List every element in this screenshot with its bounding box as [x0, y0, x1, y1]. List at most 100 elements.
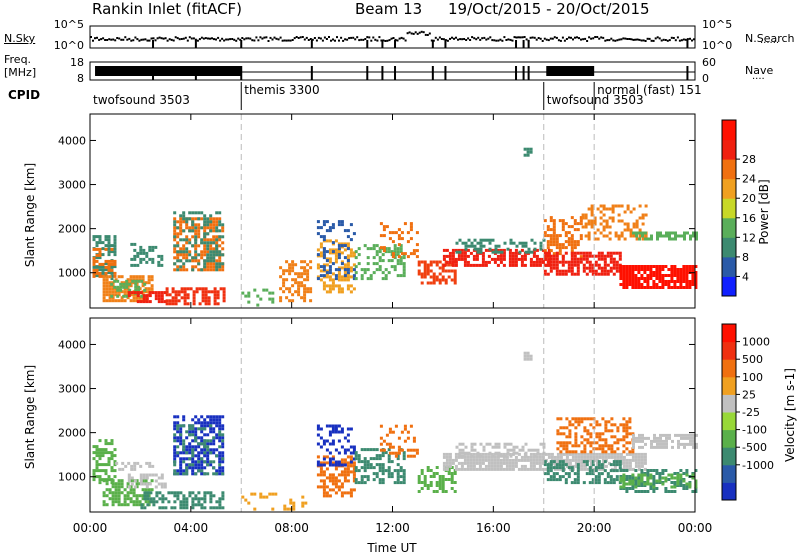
- power-cell: [297, 290, 301, 294]
- power-cell: [215, 238, 219, 242]
- velocity-cell: [221, 506, 225, 510]
- velocity-cell: [632, 436, 635, 440]
- power-cell: [602, 225, 606, 229]
- power-cell: [213, 296, 217, 300]
- velocity-cell: [679, 484, 683, 487]
- colorbar-swatch: [722, 412, 736, 431]
- power-cell: [306, 278, 310, 282]
- power-cell: [300, 272, 304, 276]
- velocity-cell: [158, 491, 162, 495]
- velocity-cell: [188, 442, 192, 446]
- power-cell: [490, 248, 494, 252]
- power-cell: [597, 251, 601, 255]
- power-cell: [297, 293, 301, 297]
- velocity-cell: [352, 451, 356, 455]
- velocity-cell: [565, 464, 569, 468]
- velocity-cell: [127, 476, 131, 480]
- nsky-point: [600, 36, 603, 39]
- velocity-cell: [417, 490, 421, 493]
- power-cell: [157, 294, 161, 298]
- power-cell: [626, 207, 630, 211]
- power-cell: [160, 257, 164, 261]
- velocity-cell: [484, 464, 488, 468]
- power-cell: [682, 268, 686, 271]
- power-cell: [325, 239, 329, 243]
- velocity-cell: [173, 506, 177, 510]
- power-cell: [573, 260, 577, 264]
- x-tick-label: 12:00: [375, 521, 410, 535]
- power-cell: [212, 217, 216, 221]
- power-cell: [105, 275, 109, 279]
- power-cell: [638, 216, 642, 220]
- nsky-point: [549, 37, 552, 40]
- power-cell: [609, 269, 613, 273]
- power-cell: [194, 259, 198, 263]
- velocity-cell: [565, 452, 569, 456]
- power-cell: [694, 280, 698, 283]
- power-cell: [346, 245, 350, 249]
- power-cell: [647, 237, 650, 241]
- nsky-point: [120, 38, 123, 41]
- power-cell: [309, 287, 313, 291]
- power-cell: [631, 271, 635, 274]
- power-cell: [328, 229, 332, 233]
- velocity-cell: [331, 430, 335, 434]
- power-cell: [423, 269, 427, 273]
- velocity-cell: [595, 458, 599, 462]
- power-cell: [388, 231, 392, 235]
- velocity-cell: [691, 476, 695, 480]
- velocity-cell: [406, 448, 410, 452]
- power-cell: [640, 277, 644, 280]
- power-cell: [113, 285, 117, 289]
- velocity-cell: [604, 464, 608, 468]
- velocity-cell: [191, 445, 195, 449]
- velocity-cell: [466, 458, 470, 462]
- nsky-point: [225, 38, 228, 41]
- y-tick-label: 2000: [58, 223, 86, 236]
- velocity-cell: [349, 458, 353, 462]
- power-cell: [105, 293, 109, 297]
- power-cell: [570, 263, 574, 267]
- velocity-cell: [487, 458, 491, 462]
- velocity-cell: [625, 464, 629, 468]
- power-cell: [334, 254, 338, 258]
- colorbar-tick-label: 24: [742, 173, 756, 186]
- power-cell: [117, 275, 121, 279]
- nsky-point: [368, 36, 371, 39]
- velocity-cell: [448, 455, 452, 459]
- velocity-cell: [649, 469, 653, 472]
- power-cell: [573, 240, 577, 244]
- velocity-cell: [466, 455, 470, 459]
- velocity-cell: [179, 506, 183, 510]
- power-cell: [160, 300, 164, 304]
- power-cell: [674, 231, 677, 235]
- velocity-cell: [357, 469, 361, 473]
- power-cell: [174, 302, 178, 306]
- power-cell: [151, 291, 155, 295]
- power-cell: [148, 300, 152, 304]
- x-tick-label: 16:00: [476, 521, 511, 535]
- velocity-cell: [200, 430, 204, 434]
- nsky-point: [142, 38, 145, 41]
- power-cell: [319, 274, 323, 278]
- power-cell: [664, 280, 668, 283]
- power-cell: [524, 241, 528, 245]
- power-cell: [564, 272, 568, 276]
- power-cell: [174, 296, 178, 300]
- power-cell: [285, 260, 289, 264]
- velocity-cell: [343, 458, 347, 462]
- power-cell: [203, 238, 207, 242]
- velocity-cell: [161, 500, 165, 504]
- power-cell: [334, 268, 338, 272]
- power-cell: [590, 207, 594, 211]
- nsky-point: [481, 37, 484, 40]
- power-cell: [570, 254, 574, 258]
- velocity-cell: [455, 445, 459, 449]
- velocity-cell: [568, 435, 572, 439]
- velocity-cell: [601, 432, 605, 436]
- power-cell: [543, 234, 547, 238]
- power-cell: [209, 238, 213, 242]
- velocity-cell: [188, 430, 192, 434]
- power-cell: [134, 282, 138, 286]
- power-cell: [176, 226, 180, 230]
